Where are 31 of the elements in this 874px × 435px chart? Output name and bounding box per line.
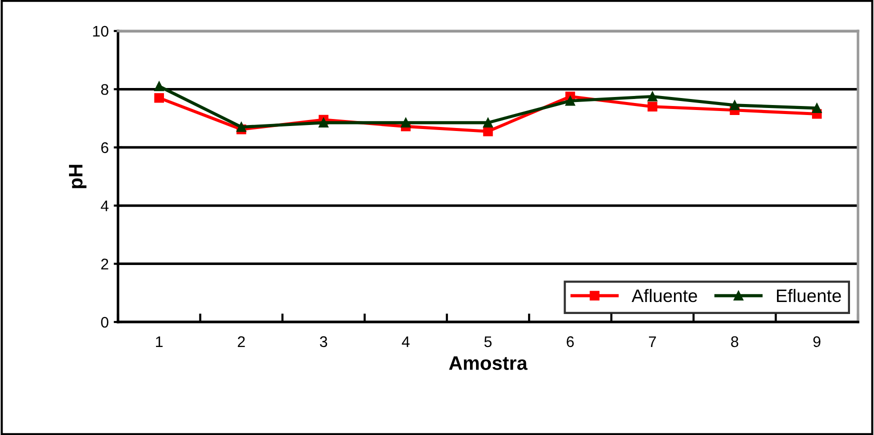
y-tick-label: 10 — [93, 26, 108, 37]
point — [483, 126, 493, 136]
point — [483, 118, 493, 128]
y-axis-title: pH — [69, 164, 86, 188]
point — [648, 92, 658, 102]
y-tick-label: 4 — [100, 200, 109, 212]
point — [154, 93, 164, 103]
point — [812, 103, 822, 113]
point — [565, 96, 576, 106]
y-tick-label: 2 — [101, 258, 108, 270]
x-tick-label: 4 — [402, 336, 410, 347]
x-tick-label: 9 — [813, 336, 820, 348]
x-tick-label: 5 — [484, 336, 492, 348]
x-tick-label: 8 — [731, 336, 738, 348]
y-tick-label: 8 — [101, 84, 108, 95]
legend-label: Afluente — [632, 288, 698, 302]
point — [400, 118, 411, 128]
point — [648, 102, 658, 112]
x-tick-label: 7 — [648, 336, 656, 347]
x-tick-label: 6 — [566, 336, 574, 348]
legend-label: Efluente — [776, 288, 841, 302]
y-tick-label: 6 — [101, 142, 108, 154]
x-tick-label: 2 — [238, 336, 245, 347]
x-tick-label: 3 — [320, 336, 328, 348]
x-tick-label: 1 — [156, 336, 163, 347]
y-tick-label: 0 — [101, 316, 108, 328]
x-axis-title: Amostra — [449, 356, 528, 370]
point — [154, 81, 164, 92]
point — [318, 118, 328, 128]
point — [236, 122, 246, 132]
point — [730, 100, 740, 110]
